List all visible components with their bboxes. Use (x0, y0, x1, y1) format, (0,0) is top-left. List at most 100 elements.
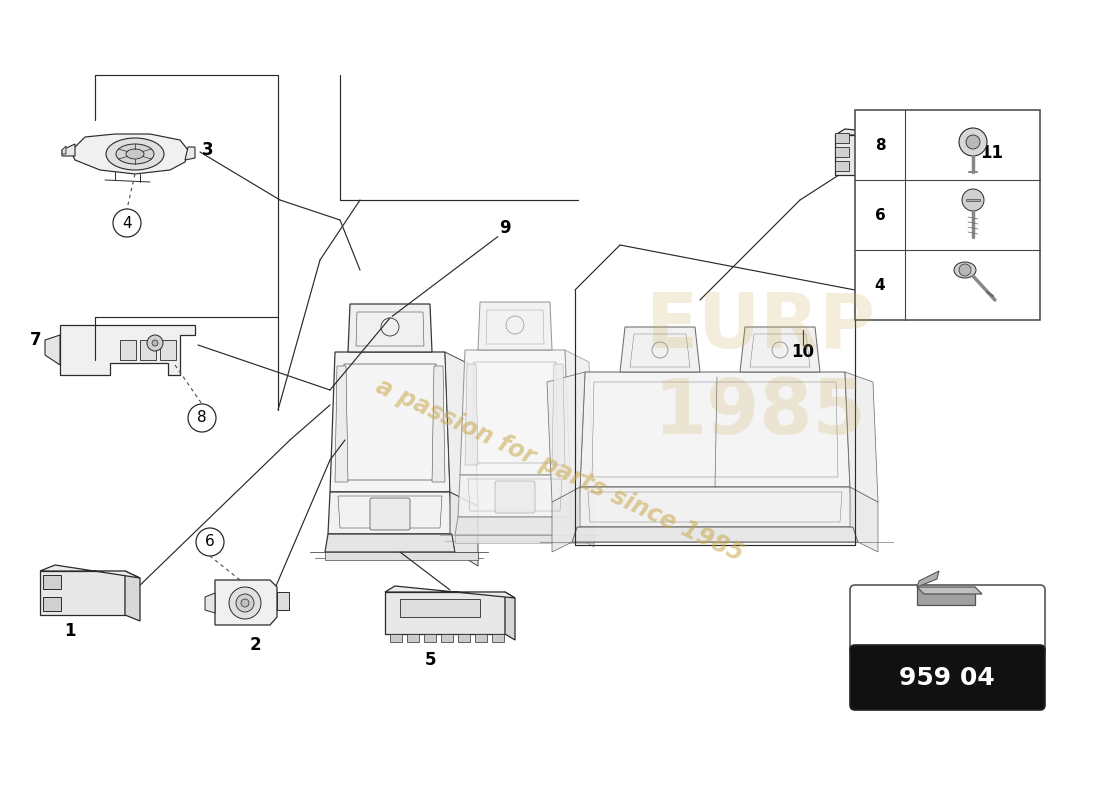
Text: 7: 7 (30, 331, 42, 349)
Polygon shape (552, 487, 580, 552)
FancyBboxPatch shape (835, 161, 849, 171)
Polygon shape (45, 335, 60, 365)
Polygon shape (917, 571, 939, 587)
Circle shape (959, 128, 987, 156)
Polygon shape (450, 492, 478, 566)
Polygon shape (570, 475, 594, 547)
Polygon shape (966, 199, 980, 201)
Circle shape (229, 587, 261, 619)
Text: 9: 9 (499, 219, 510, 237)
Polygon shape (125, 571, 140, 621)
Polygon shape (505, 592, 515, 640)
Circle shape (188, 404, 216, 432)
FancyBboxPatch shape (160, 340, 176, 360)
Polygon shape (835, 135, 960, 175)
Text: 10: 10 (792, 343, 814, 361)
Polygon shape (465, 364, 478, 465)
Circle shape (113, 209, 141, 237)
Ellipse shape (116, 144, 154, 164)
Polygon shape (205, 593, 214, 613)
Polygon shape (547, 372, 585, 502)
Polygon shape (917, 587, 982, 594)
FancyBboxPatch shape (43, 575, 60, 589)
Polygon shape (835, 129, 970, 141)
Polygon shape (850, 487, 878, 552)
Polygon shape (552, 364, 565, 465)
FancyBboxPatch shape (120, 340, 136, 360)
FancyBboxPatch shape (407, 634, 419, 642)
Text: 4: 4 (874, 278, 886, 293)
Text: 6: 6 (874, 207, 886, 222)
Polygon shape (330, 352, 450, 492)
Circle shape (962, 189, 984, 211)
FancyBboxPatch shape (441, 634, 453, 642)
FancyBboxPatch shape (943, 158, 957, 170)
Text: 8: 8 (197, 410, 207, 426)
Polygon shape (578, 487, 852, 527)
FancyBboxPatch shape (835, 147, 849, 157)
FancyBboxPatch shape (492, 634, 504, 642)
Ellipse shape (106, 138, 164, 170)
Polygon shape (40, 571, 125, 615)
Polygon shape (336, 366, 348, 482)
Polygon shape (385, 592, 505, 634)
Polygon shape (446, 352, 478, 506)
Circle shape (241, 599, 249, 607)
FancyBboxPatch shape (475, 634, 487, 642)
Polygon shape (917, 587, 975, 605)
Text: 4: 4 (122, 215, 132, 230)
Ellipse shape (954, 262, 976, 278)
Text: 2: 2 (250, 636, 261, 654)
Text: 959 04: 959 04 (899, 666, 994, 690)
Polygon shape (572, 527, 858, 542)
Polygon shape (458, 475, 572, 517)
Polygon shape (460, 350, 570, 475)
FancyBboxPatch shape (424, 634, 436, 642)
FancyBboxPatch shape (855, 110, 1040, 320)
Polygon shape (740, 327, 820, 372)
Text: 8: 8 (874, 138, 886, 153)
Circle shape (147, 335, 163, 351)
Polygon shape (62, 144, 75, 156)
Polygon shape (580, 372, 850, 487)
Polygon shape (40, 565, 140, 578)
FancyBboxPatch shape (277, 592, 289, 610)
Text: 11: 11 (980, 144, 1003, 162)
Polygon shape (185, 147, 195, 160)
FancyBboxPatch shape (324, 552, 478, 560)
Polygon shape (455, 517, 575, 535)
Text: 3: 3 (202, 141, 213, 159)
FancyBboxPatch shape (140, 340, 156, 360)
Text: 1: 1 (64, 622, 76, 640)
Polygon shape (385, 586, 515, 598)
Polygon shape (432, 366, 446, 482)
FancyBboxPatch shape (400, 599, 480, 617)
Circle shape (966, 135, 980, 149)
FancyBboxPatch shape (850, 645, 1045, 710)
Polygon shape (214, 580, 277, 625)
FancyBboxPatch shape (850, 585, 1045, 655)
Polygon shape (478, 302, 552, 350)
Text: EURP
1985: EURP 1985 (646, 290, 874, 450)
Text: 5: 5 (425, 651, 436, 669)
Text: a passion for parts since 1985: a passion for parts since 1985 (373, 374, 748, 566)
Circle shape (959, 264, 971, 276)
FancyBboxPatch shape (455, 535, 594, 543)
Polygon shape (324, 534, 455, 552)
Polygon shape (845, 372, 878, 502)
Polygon shape (348, 304, 432, 352)
Polygon shape (960, 135, 970, 181)
Text: 6: 6 (205, 534, 214, 550)
Circle shape (236, 594, 254, 612)
FancyBboxPatch shape (458, 634, 470, 642)
Polygon shape (565, 350, 594, 487)
Polygon shape (62, 146, 66, 154)
Polygon shape (60, 325, 195, 375)
Polygon shape (328, 492, 452, 534)
FancyBboxPatch shape (495, 481, 535, 513)
Polygon shape (72, 134, 188, 174)
FancyBboxPatch shape (390, 634, 402, 642)
FancyBboxPatch shape (943, 138, 957, 150)
FancyBboxPatch shape (43, 597, 60, 611)
Ellipse shape (126, 149, 144, 159)
